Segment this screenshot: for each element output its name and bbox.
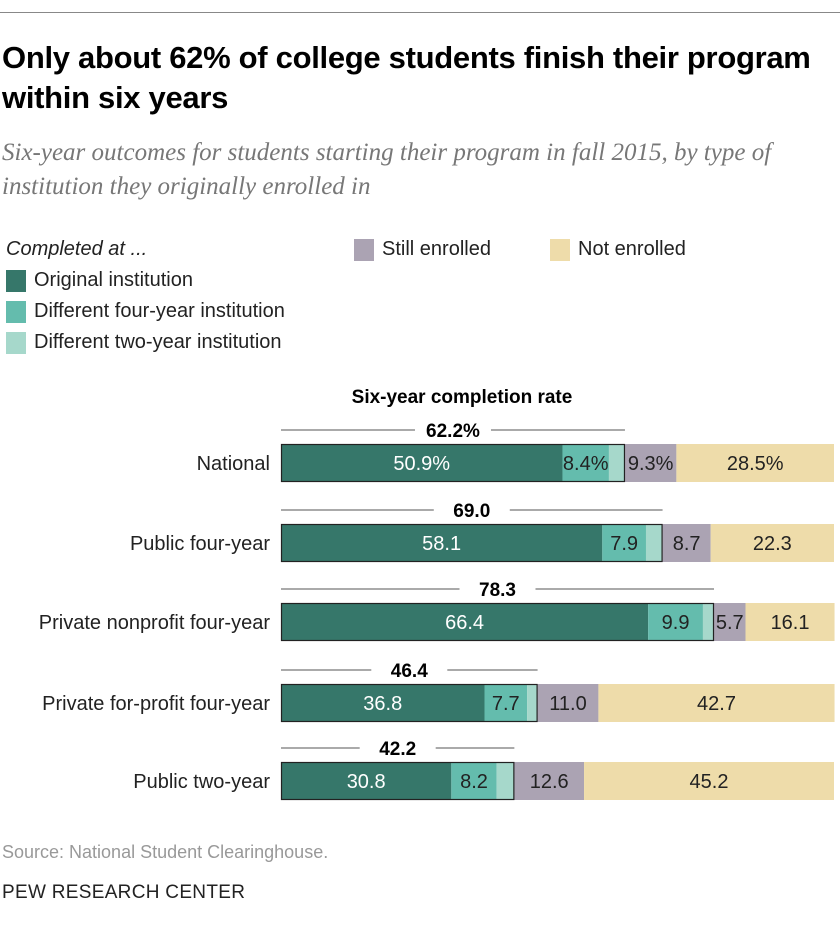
- chart-title: Only about 62% of college students finis…: [2, 40, 811, 115]
- bar-segment: [608, 444, 625, 482]
- bar-segment: [584, 762, 834, 800]
- category-label: Public two-year: [133, 771, 270, 793]
- bar-segment: [598, 684, 835, 722]
- legend-swatch: [550, 238, 570, 261]
- data-label: 8.2: [460, 771, 488, 793]
- legend-swatch: [6, 300, 26, 323]
- completion-outline: [280, 443, 626, 483]
- bar-segment: [562, 444, 609, 482]
- data-label: 8.4%: [563, 453, 609, 475]
- completion-outline: [280, 761, 515, 801]
- data-label: 58.1: [422, 533, 461, 555]
- bar-segment: [662, 524, 711, 562]
- legend-item-diff-two: Different two-year institution: [6, 331, 282, 354]
- legend-item-not: Not enrolled: [550, 238, 686, 261]
- bar-segment: [537, 684, 599, 722]
- legend-heading: Completed at ...: [6, 238, 148, 260]
- bar-segment: [451, 762, 497, 800]
- data-label: 22.3: [753, 533, 792, 555]
- data-label: 42.7: [697, 693, 736, 715]
- bar-segment: [676, 444, 834, 482]
- legend-swatch: [6, 269, 26, 292]
- data-label: 8.7: [673, 533, 701, 555]
- legend-item-original: Original institution: [6, 269, 193, 292]
- legend-swatch: [354, 238, 374, 261]
- legend-item-diff-four: Different four-year institution: [6, 300, 285, 323]
- completion-label: 69.0: [453, 501, 490, 522]
- completion-label: 62.2%: [426, 421, 480, 442]
- legend: Completed at ... Original institution Di…: [0, 0, 840, 370]
- bar-segment: [281, 603, 649, 641]
- bar-segment: [645, 524, 663, 562]
- legend-label: Original institution: [34, 269, 193, 291]
- data-label: 7.9: [610, 533, 638, 555]
- legend-label: Different four-year institution: [34, 300, 285, 322]
- data-label: 45.2: [690, 771, 729, 793]
- data-label: 28.5%: [727, 453, 784, 475]
- data-label: 50.9%: [393, 453, 450, 475]
- bar-segment: [713, 603, 746, 641]
- data-label: 12.6: [530, 771, 569, 793]
- legend-swatch: [6, 331, 26, 354]
- bar-segment: [281, 444, 563, 482]
- completion-label: 78.3: [479, 580, 516, 601]
- bar-segment: [484, 684, 528, 722]
- bar-segment: [281, 684, 485, 722]
- legend-item-still: Still enrolled: [354, 238, 491, 261]
- bar-segment: [624, 444, 677, 482]
- bar-segment: [710, 524, 834, 562]
- category-label: Private for-profit four-year: [42, 693, 270, 715]
- bar-segment: [527, 684, 538, 722]
- category-label: Public four-year: [130, 533, 270, 555]
- data-label: 9.9: [662, 612, 690, 634]
- completion-outline: [280, 602, 715, 642]
- chart-subtitle: Six-year outcomes for students starting …: [2, 139, 772, 200]
- data-label: 11.0: [549, 693, 586, 715]
- bar-segment: [702, 603, 714, 641]
- completion-label: 42.2: [379, 739, 416, 760]
- completion-outline: [280, 523, 663, 563]
- source-note: Source: National Student Clearinghouse.: [2, 842, 329, 862]
- completion-outline: [280, 683, 538, 723]
- category-label: National: [197, 453, 270, 475]
- bar-segment: [648, 603, 703, 641]
- brand-logo: PEW RESEARCH CENTER: [2, 882, 246, 903]
- bar-segment: [514, 762, 585, 800]
- bar-segment: [496, 762, 515, 800]
- bar-segment: [745, 603, 835, 641]
- completion-label: 46.4: [391, 661, 428, 682]
- column-header: Six-year completion rate: [352, 387, 573, 408]
- top-rule: [0, 12, 840, 13]
- data-label: 36.8: [363, 693, 402, 715]
- legend-label: Different two-year institution: [34, 331, 282, 353]
- stacked-bar-chart: Six-year completion rate National 50.9% 8.4…: [39, 387, 835, 801]
- bar-segment: [281, 762, 452, 800]
- data-label: 16.1: [771, 612, 810, 634]
- legend-label: Not enrolled: [578, 238, 686, 260]
- bar-segment: [602, 524, 646, 562]
- data-label: 30.8: [347, 771, 386, 793]
- legend-label: Still enrolled: [382, 238, 491, 260]
- data-label: 5.7: [716, 612, 744, 634]
- data-label: 7.7: [492, 693, 520, 715]
- bar-segment: [281, 524, 603, 562]
- data-label: 66.4: [445, 612, 484, 634]
- data-label: 9.3%: [628, 453, 674, 475]
- category-label: Private nonprofit four-year: [39, 612, 271, 634]
